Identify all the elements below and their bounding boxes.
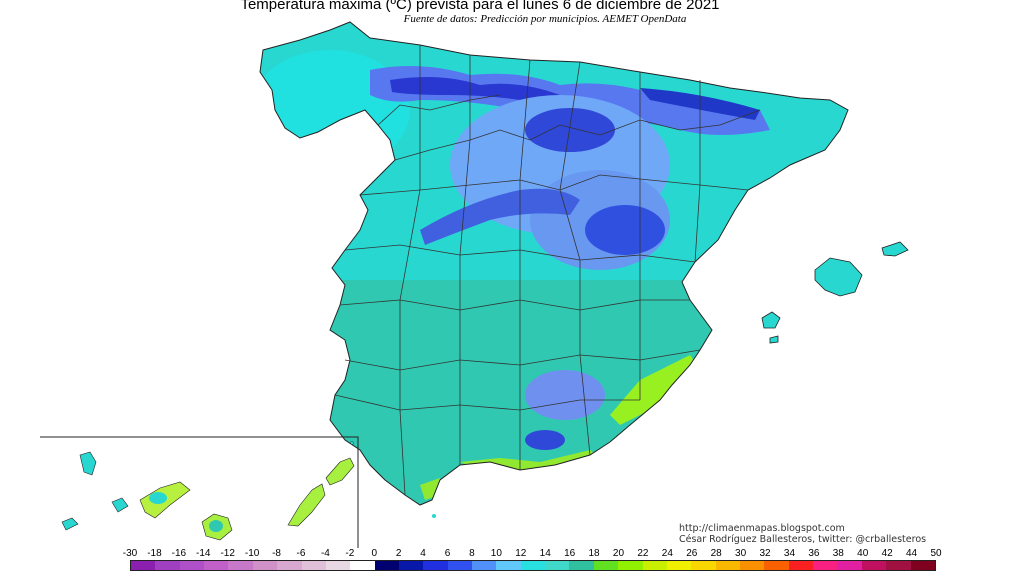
fuerteventura-island: [287, 483, 326, 527]
canary-islands-inset: [40, 436, 359, 548]
scale-label: 26: [686, 548, 698, 559]
scale-swatch: [813, 561, 838, 570]
ibiza-island: [761, 311, 781, 329]
scale-label: 20: [612, 548, 625, 559]
scale-swatch: [179, 561, 205, 570]
scale-swatch: [715, 561, 740, 570]
scale-swatch: [910, 561, 935, 570]
scale-label: 8: [469, 548, 475, 559]
la-palma-island: [79, 451, 97, 476]
scale-swatch: [691, 561, 716, 570]
scale-swatch: [520, 561, 546, 570]
scale-swatch: [277, 561, 302, 570]
scale-label: 0: [371, 548, 378, 559]
scale-swatch: [398, 561, 424, 570]
menorca-island: [881, 241, 909, 257]
sierra-nevada-cool-zone: [525, 370, 605, 420]
scale-swatch: [301, 561, 326, 570]
scale-label: 42: [881, 548, 893, 559]
scale-swatch: [131, 561, 156, 570]
el-hierro-island: [61, 517, 79, 531]
scale-swatch: [618, 561, 643, 570]
scale-swatch: [739, 561, 765, 570]
scale-swatch: [423, 561, 448, 570]
credits-author: César Rodríguez Ballesteros, twitter: @c…: [679, 534, 927, 545]
scale-swatch: [861, 561, 887, 570]
scale-label: 50: [930, 548, 942, 559]
scale-label: -14: [196, 548, 211, 559]
murcia-warm-zone: [610, 355, 700, 425]
scale-swatch: [496, 561, 521, 570]
scale-label: -8: [272, 548, 281, 559]
balearic-islands: [761, 241, 909, 344]
teide-zone: [149, 492, 167, 504]
scale-swatch: [642, 561, 667, 570]
scale-label: -6: [296, 548, 306, 559]
credits-url: http://climaenmapas.blogspot.com: [679, 523, 845, 534]
scale-swatch: [593, 561, 619, 570]
scale-label: 14: [539, 548, 551, 559]
scale-label: 18: [588, 548, 600, 559]
scale-swatch: [447, 561, 473, 570]
scale-label: -4: [320, 548, 330, 559]
scale-label: 28: [710, 548, 722, 559]
scale-label: 22: [637, 548, 649, 559]
map-title: Temperatura máxima (ºC) prevista para el…: [240, 0, 720, 13]
scale-label: 2: [395, 548, 402, 559]
scale-label: 30: [735, 548, 747, 559]
scale-label: 34: [783, 548, 796, 559]
scale-label: 24: [661, 548, 673, 559]
scale-label: 12: [515, 548, 527, 559]
scale-swatch: [325, 561, 351, 570]
scale-swatch: [228, 561, 253, 570]
cantabrian-coldest-zone: [390, 76, 560, 105]
scale-label: -30: [122, 548, 138, 559]
iberian-system-cold-zone: [525, 108, 615, 152]
scale-label: 44: [906, 548, 918, 559]
scale-label: -12: [220, 548, 235, 559]
scale-label: 32: [759, 548, 771, 559]
scale-swatch: [252, 561, 278, 570]
map-subtitle: Fuente de datos: Predicción por municipi…: [403, 13, 687, 25]
scale-swatch: [886, 561, 911, 570]
scale-label: -16: [171, 548, 187, 559]
lanzarote-island: [325, 457, 355, 486]
scale-label: 40: [857, 548, 869, 559]
credits-block: http://climaenmapas.blogspot.com César R…: [679, 523, 926, 545]
peninsula-landmass: [259, 21, 849, 506]
scale-label: 4: [420, 548, 426, 559]
scale-label: 6: [444, 548, 451, 559]
province-borders: [334, 45, 761, 496]
scale-label: -2: [345, 548, 355, 559]
scale-swatch: [837, 561, 862, 570]
color-scale-bar: [130, 560, 936, 571]
scale-swatch: [764, 561, 789, 570]
scale-label: 38: [832, 548, 844, 559]
scale-swatch: [788, 561, 814, 570]
mallorca-island: [814, 257, 863, 297]
formentera-island: [769, 335, 779, 344]
color-scale-labels: -30 -18 -16 -14 -12 -10 -8 -6 -4 -2 0 2 4 6 8 10 12 14 16 1…: [123, 548, 942, 560]
scale-label: 10: [490, 548, 502, 559]
scale-swatch: [545, 561, 570, 570]
scale-label: 36: [808, 548, 820, 559]
scale-swatch: [374, 561, 399, 570]
scale-swatch: [350, 561, 375, 570]
scale-swatch: [569, 561, 594, 570]
scale-swatch: [204, 561, 229, 570]
sierra-nevada-cold-zone: [525, 430, 565, 450]
scale-label: -10: [244, 548, 260, 559]
cuenca-cold-zone: [585, 205, 665, 255]
scale-swatch: [472, 561, 497, 570]
gran-canaria-center-zone: [209, 520, 223, 532]
scale-label: 16: [564, 548, 576, 559]
scale-swatch: [666, 561, 692, 570]
alboran-island: [432, 514, 436, 518]
la-gomera-island: [111, 497, 129, 513]
central-system-cold-zone: [420, 188, 580, 245]
scale-label: -18: [147, 548, 162, 559]
scale-swatch: [155, 561, 180, 570]
